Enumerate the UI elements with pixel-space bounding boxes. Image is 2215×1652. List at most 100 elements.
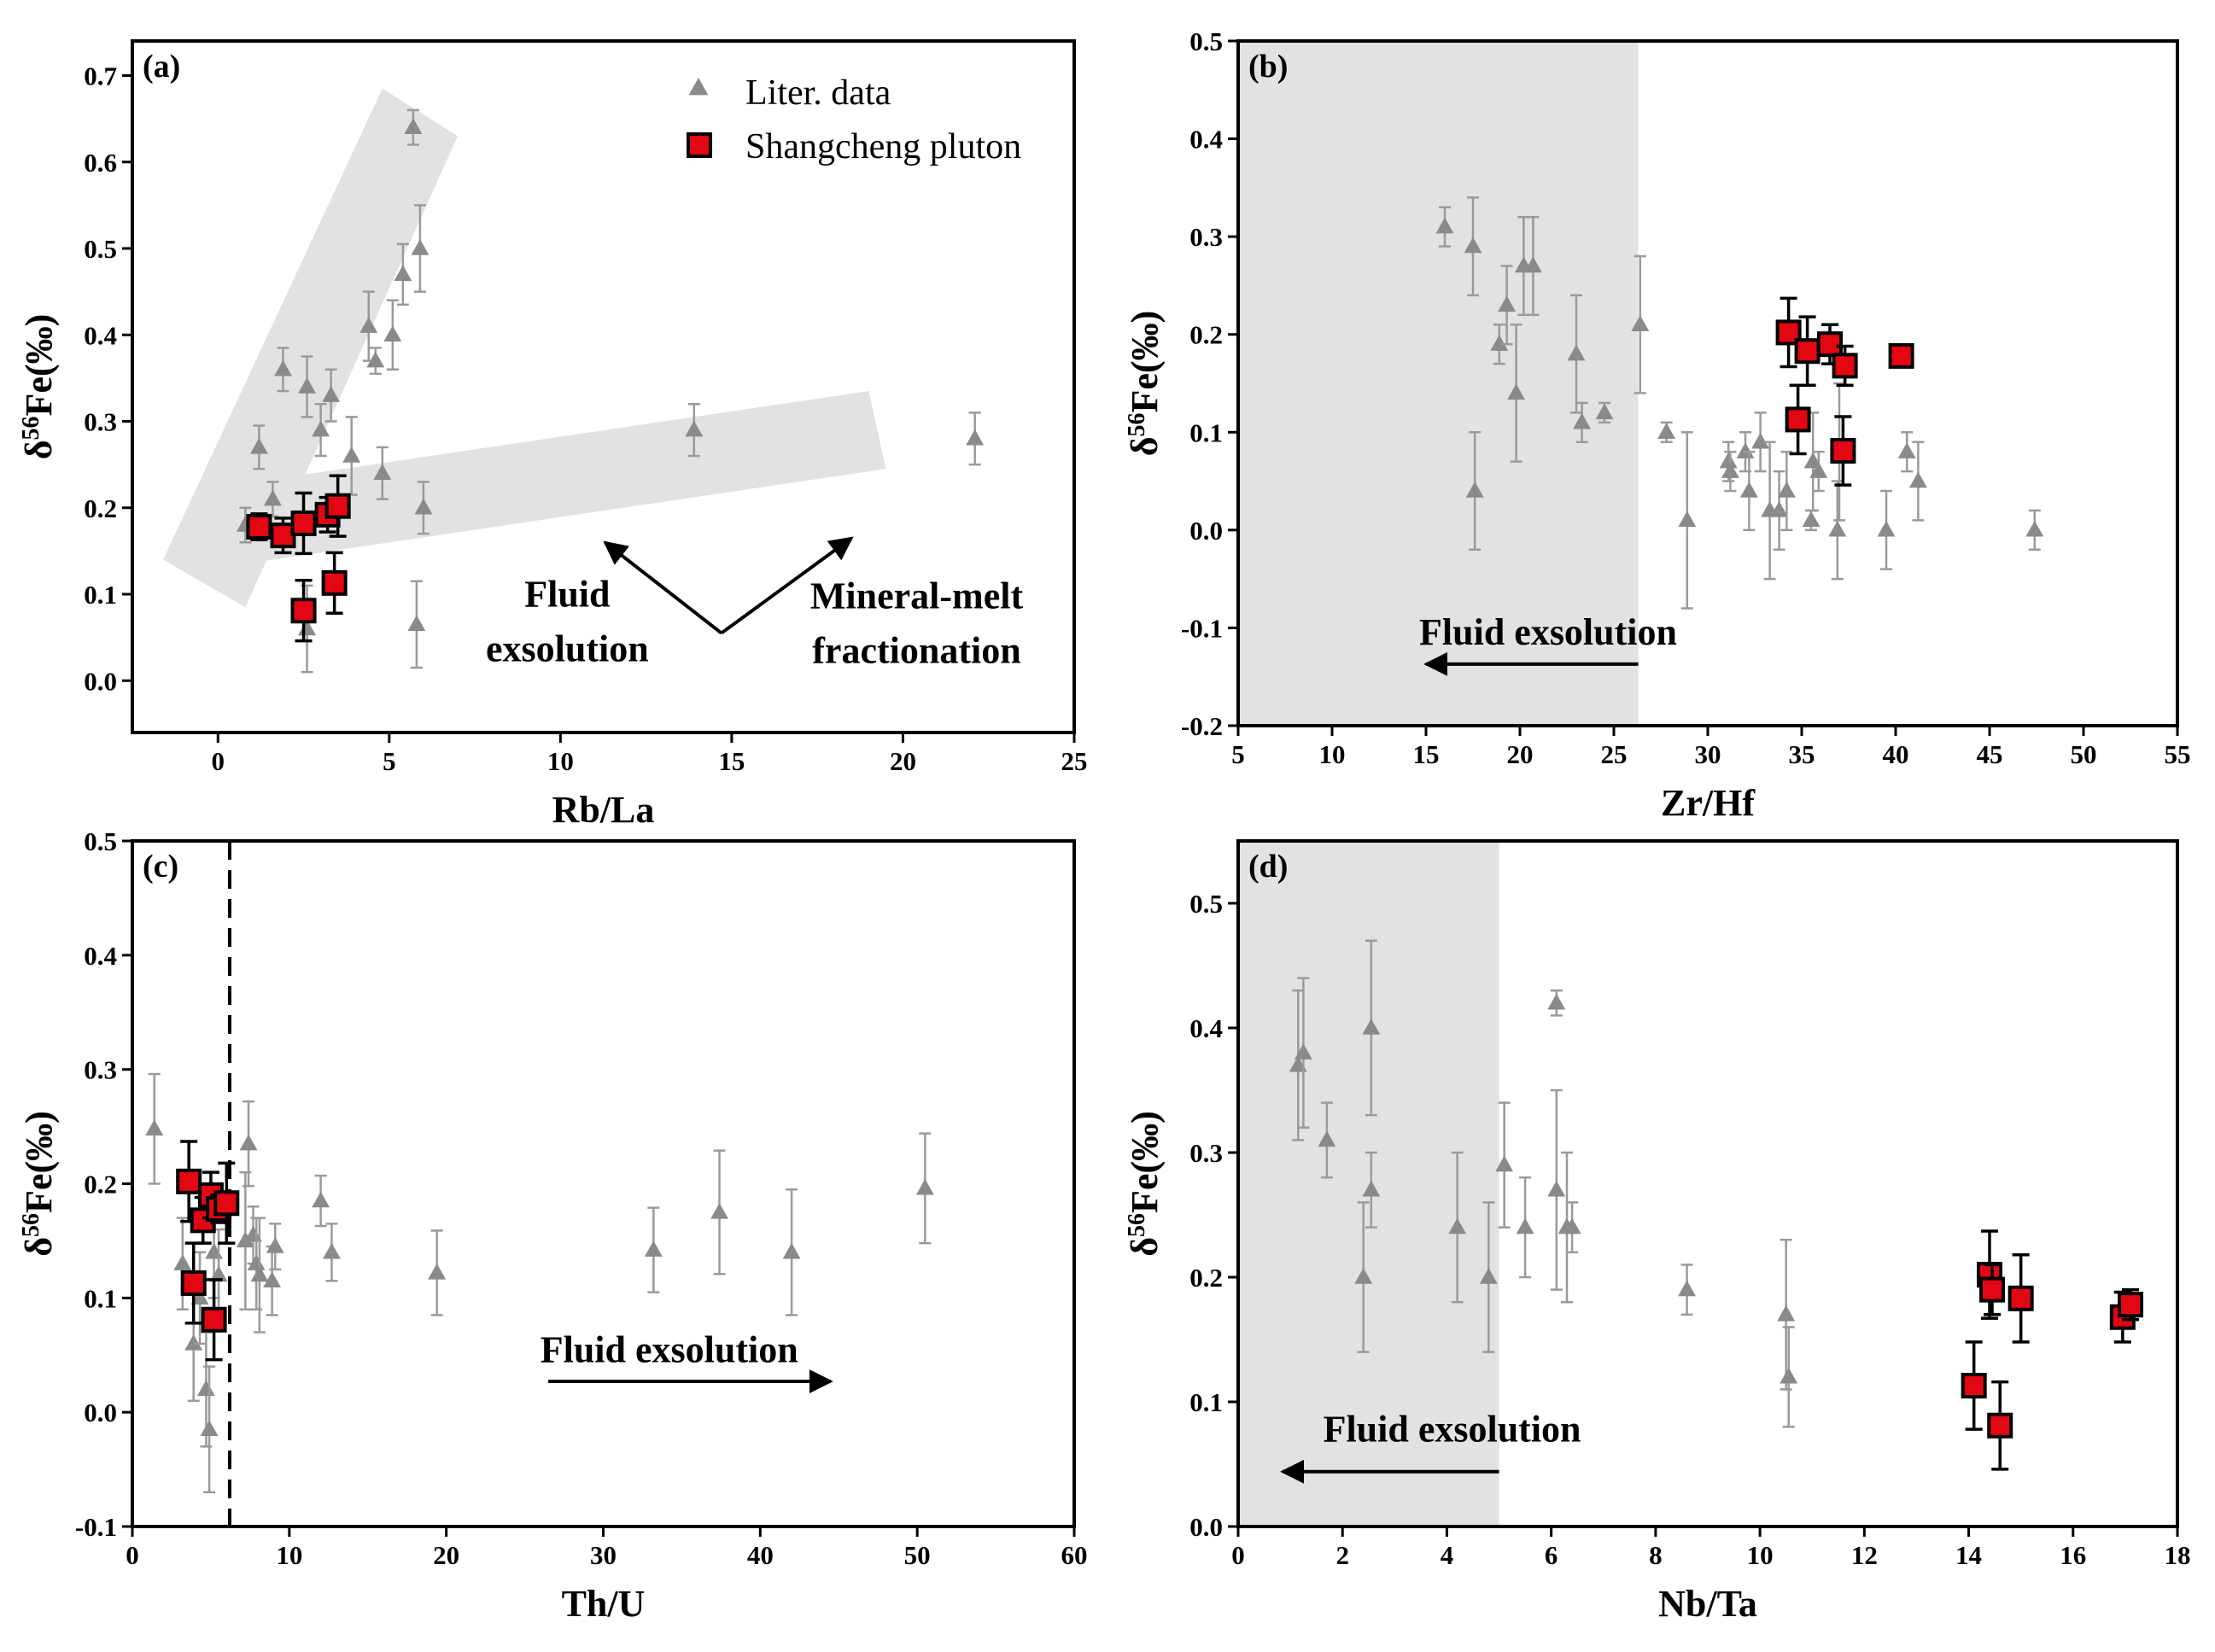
literature-point xyxy=(1897,442,1916,458)
legend-literature-marker xyxy=(688,78,709,96)
legend-shangcheng-label: Shangcheng pluton xyxy=(745,127,1021,166)
x-tick-label: 50 xyxy=(2071,739,2097,769)
shangcheng-point xyxy=(1979,1276,2006,1303)
literature-point xyxy=(1362,1019,1381,1035)
literature-point xyxy=(1465,482,1484,498)
plot-frame xyxy=(131,39,1076,734)
x-tick-label: 16 xyxy=(2060,1540,2086,1570)
x-tick-label: 40 xyxy=(1883,739,1909,769)
annotation-text: Fluid exsolution xyxy=(1419,611,1677,653)
literature-point xyxy=(323,1242,341,1259)
y-tick-label: 0.1 xyxy=(84,1283,117,1313)
x-tick-label: 20 xyxy=(890,746,916,776)
x-tick-label: 15 xyxy=(718,746,745,776)
shangcheng-point xyxy=(1961,1373,1987,1399)
literature-point xyxy=(414,498,433,515)
literature-point xyxy=(298,377,317,394)
y-tick-label: 0.5 xyxy=(84,826,117,856)
literature-point xyxy=(915,1178,934,1195)
shangcheng-point xyxy=(290,598,317,624)
x-tick-label: 35 xyxy=(1789,739,1815,769)
y-tick-label: 0.0 xyxy=(1189,516,1223,546)
trend-band-2 xyxy=(197,391,886,569)
literature-point xyxy=(1777,1305,1796,1322)
x-axis-title: Rb/La xyxy=(552,789,655,831)
literature-point xyxy=(173,1254,192,1270)
literature-point xyxy=(782,1242,801,1259)
literature-point xyxy=(250,1265,269,1282)
literature-point xyxy=(685,420,704,437)
x-tick-label: 0 xyxy=(126,1540,139,1570)
literature-point xyxy=(1877,520,1896,537)
literature-point xyxy=(1563,1217,1581,1235)
literature-point xyxy=(1777,482,1796,498)
x-axis-title: Zr/Hf xyxy=(1661,782,1756,824)
literature-point xyxy=(1479,1268,1498,1284)
literature-point xyxy=(383,325,402,341)
literature-point xyxy=(1318,1130,1336,1147)
literature-point xyxy=(1567,344,1586,361)
y-tick-label: -0.1 xyxy=(75,1512,117,1542)
literature-point xyxy=(1448,1217,1467,1235)
y-tick-label: 0.5 xyxy=(84,234,117,264)
y-tick-label: 0.0 xyxy=(84,1398,117,1427)
x-tick-label: 10 xyxy=(1747,1540,1774,1570)
trend-band-1 xyxy=(163,88,459,608)
literature-point xyxy=(209,1265,228,1282)
y-axis-title: δ56Fe(‰) xyxy=(18,1111,61,1257)
y-tick-label: 0.3 xyxy=(1189,222,1223,252)
x-tick-label: 20 xyxy=(433,1540,459,1570)
literature-point xyxy=(1464,236,1482,254)
x-tick-label: 60 xyxy=(1061,1540,1088,1570)
y-tick-label: 0.3 xyxy=(1189,1138,1223,1168)
literature-point xyxy=(1678,511,1697,528)
literature-point xyxy=(710,1202,728,1219)
x-tick-label: 30 xyxy=(590,1540,617,1570)
y-tick-label: 0.6 xyxy=(84,148,117,178)
literature-point xyxy=(1490,335,1509,351)
literature-point xyxy=(263,1271,282,1287)
x-tick-label: 0 xyxy=(1231,1540,1245,1570)
x-tick-label: 5 xyxy=(1231,739,1245,769)
y-tick-label: 0.1 xyxy=(1189,1387,1223,1417)
literature-point xyxy=(249,437,268,454)
literature-point xyxy=(1739,482,1758,498)
x-tick-label: 55 xyxy=(2165,739,2191,769)
shangcheng-point xyxy=(201,1306,227,1333)
annotation-arrow xyxy=(720,536,854,635)
literature-point xyxy=(1908,471,1927,488)
literature-point xyxy=(312,1191,330,1208)
literature-point xyxy=(1631,315,1650,331)
literature-point xyxy=(1828,520,1847,537)
x-tick-label: 40 xyxy=(747,1540,774,1570)
literature-point xyxy=(1547,1180,1566,1197)
y-tick-label: 0.1 xyxy=(84,580,117,610)
x-tick-label: 45 xyxy=(1977,739,2003,769)
x-tick-label: 15 xyxy=(1413,739,1440,769)
literature-point xyxy=(407,615,426,632)
x-tick-label: 25 xyxy=(1061,746,1088,776)
literature-point xyxy=(322,386,341,402)
literature-point xyxy=(190,1288,209,1305)
panel-c: 0 10 20 30 40 50 60 -0.1 0.0 0.1 0.2 0.3 0.4 0.5 Th/U δ… xyxy=(18,826,1088,1625)
literature-point xyxy=(2025,520,2044,537)
literature-point xyxy=(1498,295,1517,312)
literature-point xyxy=(266,1237,284,1253)
y-tick-label: 0.2 xyxy=(84,1170,117,1200)
plot-frame xyxy=(131,839,1076,1528)
shangcheng-point xyxy=(1830,438,1856,464)
y-axis-title: δ56Fe(‰) xyxy=(18,314,61,460)
literature-point xyxy=(1770,500,1789,517)
literature-point xyxy=(428,1263,447,1280)
y-tick-label: 0.1 xyxy=(1189,417,1223,447)
literature-point xyxy=(1516,1217,1534,1235)
shangcheng-point xyxy=(1817,331,1843,358)
literature-point xyxy=(966,429,985,446)
y-tick-label: 0.0 xyxy=(84,666,117,696)
literature-point xyxy=(239,1134,258,1151)
literature-point xyxy=(366,351,385,368)
literature-point xyxy=(274,359,292,377)
y-axis-title: δ56Fe(‰) xyxy=(1124,1111,1166,1257)
x-tick-label: 2 xyxy=(1335,1540,1349,1570)
